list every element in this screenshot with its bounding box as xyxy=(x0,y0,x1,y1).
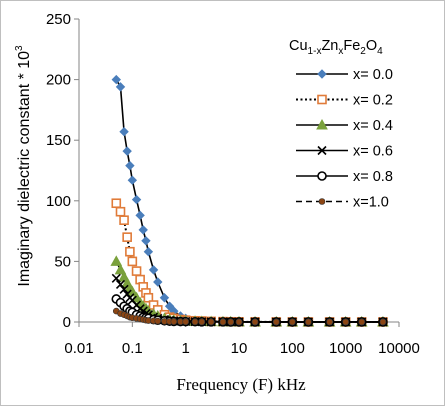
data-point xyxy=(138,225,148,235)
data-point xyxy=(289,318,296,326)
data-point xyxy=(235,318,243,326)
y-tick-label: 200 xyxy=(46,72,71,89)
legend-label: x= 0.0 xyxy=(353,67,393,83)
data-point xyxy=(159,293,170,303)
data-point xyxy=(143,246,154,257)
x-axis-title: Frequency (F) kHz xyxy=(176,375,306,394)
legend-label: x= 0.4 xyxy=(353,118,393,134)
legend-entry: x= 0.0 xyxy=(296,67,393,83)
y-axis-title: Imaginary dielectric constant * 103 xyxy=(14,45,33,287)
y-axis-title-exponent: 3 xyxy=(14,45,25,51)
legend-entry: x= 0.6 xyxy=(296,144,393,160)
data-point xyxy=(227,318,235,326)
x-tick-label: 10 xyxy=(231,340,248,357)
data-point xyxy=(131,194,142,205)
legend-entry: x= 0.8 xyxy=(296,169,393,185)
series-1 xyxy=(111,198,388,327)
legend-marker xyxy=(317,171,327,181)
legend-label: x= 0.2 xyxy=(353,93,393,109)
x-tick-label: 1 xyxy=(181,340,189,357)
data-point xyxy=(114,263,127,275)
y-tick-label: 250 xyxy=(46,11,71,28)
data-point xyxy=(170,318,178,325)
data-point xyxy=(153,277,163,287)
legend-title-o: O xyxy=(366,38,377,54)
data-point xyxy=(326,318,333,326)
y-tick-label: 0 xyxy=(63,314,71,331)
data-point xyxy=(379,318,387,326)
data-point xyxy=(125,160,135,171)
data-point xyxy=(164,301,175,311)
legend-label: x= 0.8 xyxy=(353,169,393,185)
data-point xyxy=(198,318,206,326)
series-layer xyxy=(110,74,389,327)
data-point xyxy=(122,146,132,156)
data-point xyxy=(110,255,123,266)
series-0 xyxy=(111,74,388,327)
data-point xyxy=(154,317,162,325)
y-tick-label: 50 xyxy=(54,253,71,270)
data-point xyxy=(119,215,129,225)
data-point xyxy=(115,206,126,217)
data-point xyxy=(119,127,129,137)
data-point xyxy=(127,256,138,267)
legend-title-sub2: x xyxy=(338,46,343,57)
data-point xyxy=(272,318,280,326)
data-point xyxy=(115,279,126,289)
tick-labels: 0 50 100 150 200 250 0.01 0.1 1 10 100 1000 10000 xyxy=(46,11,420,357)
x-tick-label: 1000 xyxy=(329,340,362,357)
data-point xyxy=(141,236,151,246)
legend-label: x= 0.6 xyxy=(353,144,393,160)
legend-entry: x=1.0 xyxy=(296,195,389,211)
legend-entry: x= 0.2 xyxy=(296,93,393,109)
data-point xyxy=(305,318,312,326)
data-point xyxy=(119,284,129,294)
data-point xyxy=(127,175,138,185)
legend-title-sub1: 1-x xyxy=(308,46,322,57)
data-point xyxy=(111,273,121,283)
legend-title-sub4: 4 xyxy=(377,46,383,57)
data-point xyxy=(148,265,159,275)
legend: Cu1-xZnxFe2O4 x= 0.0x= 0.2x= 0.4x= 0.6x=… xyxy=(289,38,393,211)
data-point xyxy=(358,318,366,326)
series-5 xyxy=(112,307,387,326)
legend-marker xyxy=(318,198,326,205)
data-point xyxy=(111,198,122,209)
y-axis-title-text: Imaginary dielectric constant * 10 xyxy=(16,51,33,287)
data-point xyxy=(191,318,199,326)
legend-entry: x= 0.4 xyxy=(296,118,393,134)
data-point xyxy=(131,266,142,276)
legend-title-zn: Zn xyxy=(321,38,338,54)
data-point xyxy=(143,292,154,303)
data-point xyxy=(115,82,126,92)
legend-title-fe: Fe xyxy=(343,38,360,54)
legend-marker xyxy=(317,69,327,79)
data-point xyxy=(125,246,135,257)
legend-entries: x= 0.0 x= 0.2 x= 0.4 x= 0.6 x= 0.8 x=1.0 xyxy=(296,67,393,211)
x-tick-label: 0.1 xyxy=(122,340,143,357)
data-point xyxy=(342,318,349,326)
x-tick-label: 100 xyxy=(280,340,305,357)
data-point xyxy=(182,318,189,326)
series-line xyxy=(115,79,383,323)
legend-marker xyxy=(317,94,327,105)
legend-title-sub3: 2 xyxy=(360,46,366,57)
data-point xyxy=(122,232,132,242)
data-point xyxy=(251,318,259,326)
data-point xyxy=(111,74,121,85)
legend-marker xyxy=(316,118,328,130)
x-tick-label: 10000 xyxy=(378,340,420,357)
legend-marker xyxy=(317,145,327,156)
data-point xyxy=(219,318,227,326)
y-tick-label: 100 xyxy=(46,193,71,210)
data-point xyxy=(207,318,215,326)
data-point xyxy=(135,210,145,221)
y-tick-label: 150 xyxy=(46,132,71,149)
legend-title: Cu1-xZnxFe2O4 xyxy=(289,38,383,57)
x-tick-label: 0.01 xyxy=(64,340,93,357)
legend-title-cu: Cu xyxy=(289,38,308,54)
legend-label: x=1.0 xyxy=(353,195,389,211)
